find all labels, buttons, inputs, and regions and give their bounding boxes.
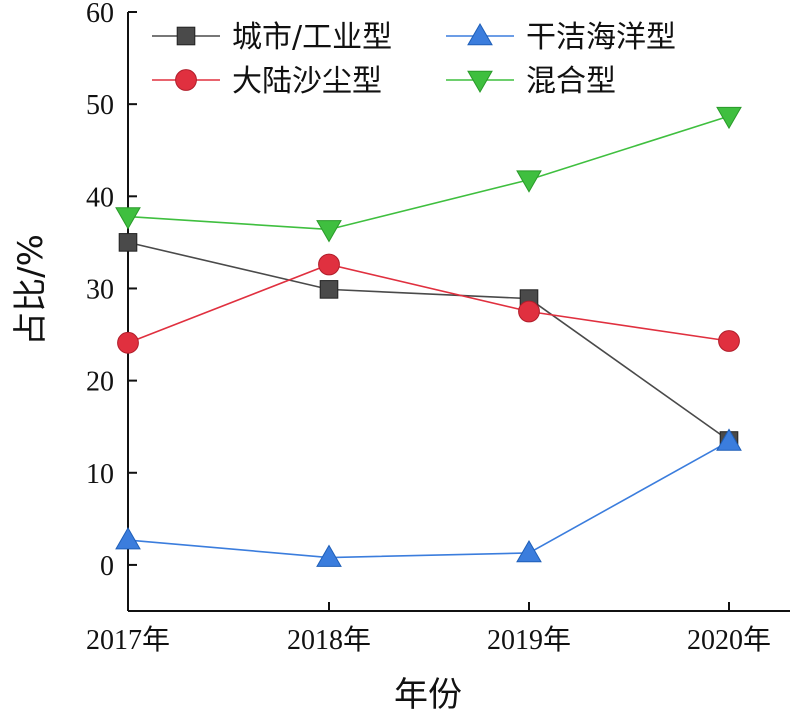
legend-label: 干洁海洋型	[526, 20, 676, 55]
y-axis-title: 占比/%	[11, 234, 51, 346]
y-tick-label: 20	[86, 367, 114, 398]
axes: 0 10 20 30 40 50 60 2017年 2018年 2019年 2020年	[86, 0, 790, 656]
data-point	[516, 170, 542, 193]
legend-marker	[467, 22, 493, 46]
x-tick-label: 2020年	[687, 624, 771, 656]
series-line	[127, 263, 730, 344]
legend-item: 城市/工业型	[152, 20, 392, 55]
series-0	[127, 241, 730, 442]
data-point	[316, 544, 342, 567]
series-markers-0	[118, 233, 739, 450]
x-tick-label: 2018年	[287, 624, 371, 656]
data-point	[115, 527, 141, 550]
data-point	[319, 280, 339, 299]
data-point	[518, 300, 540, 323]
data-point	[117, 331, 139, 354]
y-tick-label: 10	[86, 459, 114, 490]
legend-label: 混合型	[526, 64, 616, 99]
legend-label: 大陆沙尘型	[232, 64, 382, 99]
series-3	[127, 115, 730, 231]
data-point	[716, 428, 742, 451]
series-markers-3	[115, 106, 742, 243]
series-2	[127, 263, 730, 344]
data-point	[316, 220, 342, 243]
y-tick-label: 0	[100, 551, 114, 582]
data-point	[516, 539, 542, 563]
x-tick-label: 2017年	[86, 624, 170, 656]
data-point	[118, 233, 138, 252]
x-axis-title: 年份	[394, 675, 462, 715]
y-tick-label: 30	[86, 274, 114, 305]
y-tick-label: 40	[86, 182, 114, 213]
series-line	[127, 115, 730, 231]
legend-label: 城市/工业型	[232, 20, 392, 55]
legend-marker	[176, 26, 196, 46]
series-line	[127, 440, 730, 559]
data-point	[318, 253, 340, 276]
legend-marker	[175, 69, 197, 91]
series-markers-1	[115, 428, 742, 567]
legend-item: 大陆沙尘型	[152, 64, 382, 99]
y-tick-label: 60	[86, 0, 114, 29]
data-point	[718, 330, 740, 352]
data-point	[115, 207, 141, 230]
x-tick-label: 2019年	[487, 624, 571, 656]
legend-item: 混合型	[446, 64, 616, 99]
series-markers-2	[117, 253, 740, 354]
series-1	[127, 440, 730, 559]
legend-item: 干洁海洋型	[446, 20, 676, 55]
series-line	[127, 241, 730, 442]
data-point	[716, 106, 742, 130]
series-layer	[115, 106, 742, 567]
y-tick-label: 50	[86, 90, 114, 121]
legend-marker	[467, 70, 493, 94]
